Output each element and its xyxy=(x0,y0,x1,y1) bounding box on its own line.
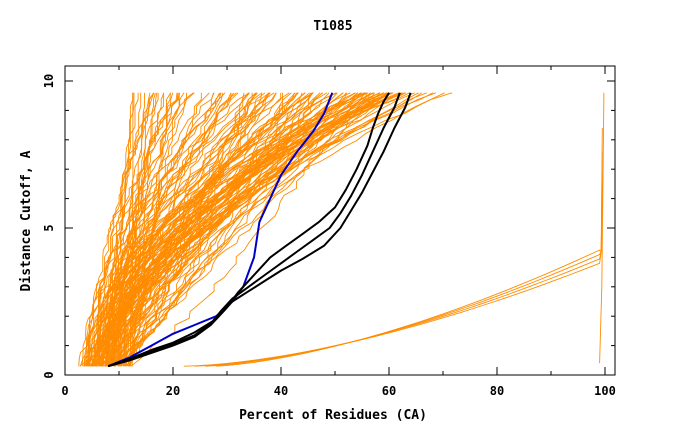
highlight-curves xyxy=(107,92,412,368)
x-tick-label: 0 xyxy=(61,384,68,398)
x-tick-label: 60 xyxy=(382,384,396,398)
y-tick-label: 0 xyxy=(42,371,56,378)
model-curve xyxy=(89,92,179,367)
model-curve xyxy=(194,175,603,367)
model-curve xyxy=(78,92,155,367)
model-curve xyxy=(102,92,180,367)
model-curve xyxy=(102,92,366,367)
model-curve xyxy=(106,92,171,367)
x-tick-label: 80 xyxy=(490,384,504,398)
model-curve xyxy=(130,92,366,367)
series-line-black xyxy=(107,92,401,368)
y-tick-label: 10 xyxy=(42,74,56,88)
y-tick-label: 5 xyxy=(42,224,56,231)
model-curve xyxy=(114,92,393,367)
model-curve xyxy=(83,92,226,367)
model-curve xyxy=(102,92,290,367)
x-tick-label: 100 xyxy=(594,384,616,398)
model-curve xyxy=(106,92,296,367)
series-line-black xyxy=(107,92,390,368)
model-curve xyxy=(118,92,333,367)
model-curve xyxy=(124,92,263,367)
model-curve xyxy=(108,92,292,367)
axes: 0 20 40 60 80 100 0 5 10 xyxy=(42,65,616,398)
model-curve xyxy=(100,92,232,367)
model-curve xyxy=(119,92,283,367)
y-axis-label: Distance Cutoff, A xyxy=(19,150,34,291)
model-curve xyxy=(110,92,375,367)
model-curve xyxy=(109,92,437,367)
model-curve xyxy=(91,92,407,367)
model-curve xyxy=(102,92,393,367)
model-curve xyxy=(119,92,215,367)
model-curve xyxy=(131,92,445,367)
chart-title: T1085 xyxy=(313,19,352,34)
model-curve xyxy=(124,92,404,367)
model-curve xyxy=(205,151,603,367)
model-curve xyxy=(183,198,603,367)
model-curve xyxy=(87,92,362,367)
series-line-blue xyxy=(107,92,334,368)
model-curve xyxy=(216,127,603,367)
model-curve xyxy=(92,92,245,367)
x-axis-label: Percent of Residues (CA) xyxy=(239,408,427,423)
x-tick-label: 20 xyxy=(166,384,180,398)
model-curves xyxy=(78,92,605,367)
x-tick-label: 40 xyxy=(274,384,288,398)
model-curve xyxy=(85,92,221,367)
model-curve xyxy=(96,92,406,367)
plot-frame xyxy=(64,65,616,376)
model-curve xyxy=(118,92,402,367)
model-curve xyxy=(599,92,605,364)
model-curve xyxy=(120,92,249,367)
series-line-black xyxy=(107,92,412,368)
